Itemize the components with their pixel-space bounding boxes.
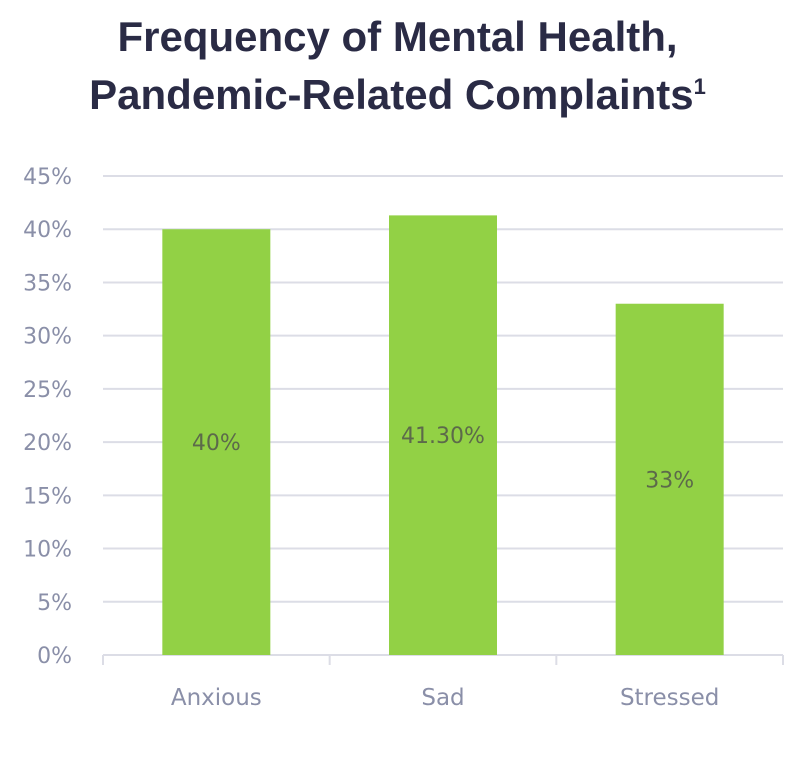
x-category-label: Anxious	[171, 685, 262, 711]
chart-title-line-2-text: Pandemic-Related Complaints	[89, 71, 694, 118]
y-tick-label: 0%	[37, 644, 72, 669]
x-category-label: Stressed	[620, 685, 719, 711]
y-tick-label: 15%	[23, 484, 72, 509]
y-tick-label: 30%	[23, 325, 72, 350]
y-tick-label: 5%	[37, 591, 72, 616]
bar-sad	[389, 215, 497, 655]
y-tick-label: 25%	[23, 378, 72, 403]
data-label: 33%	[645, 468, 694, 493]
footnote-marker: 1	[693, 74, 706, 99]
bar-stressed	[615, 303, 724, 655]
y-tick-label: 20%	[23, 431, 72, 456]
data-label: 40%	[192, 431, 241, 456]
chart-title-line-1: Frequency of Mental Health,	[117, 13, 678, 60]
x-category-label: Sad	[421, 685, 464, 711]
y-tick-label: 45%	[23, 165, 72, 190]
y-tick-label: 40%	[23, 218, 72, 243]
chart-title-line-2: Pandemic-Related Complaints1	[0, 66, 795, 124]
y-tick-label: 35%	[23, 271, 72, 296]
y-tick-label: 10%	[23, 538, 72, 563]
chart-title: Frequency of Mental Health, Pandemic-Rel…	[0, 8, 795, 124]
bar-anxious	[162, 229, 271, 655]
data-label: 41.30%	[401, 424, 485, 449]
